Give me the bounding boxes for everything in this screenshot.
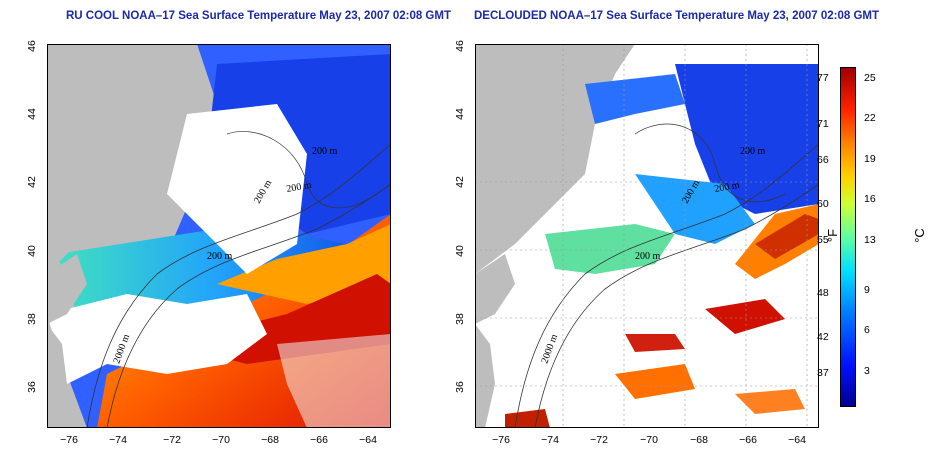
celsius-unit-label: °C — [911, 228, 927, 243]
isobath-contour — [534, 183, 819, 428]
lat-lon-grid — [475, 44, 819, 428]
right-sst-map: 200 m 200 m 200 m 2000 m 200 m — [475, 44, 819, 428]
isobath-contour — [86, 143, 391, 428]
warm-water — [755, 214, 819, 259]
warm-filament — [217, 224, 391, 304]
mid-cold-water — [635, 174, 755, 244]
contour-label: 200 m — [714, 180, 741, 195]
celsius-tick: 13 — [864, 234, 876, 246]
land-mass — [47, 254, 87, 324]
celsius-tick: 9 — [864, 284, 870, 296]
lon-tick: −72 — [590, 434, 608, 446]
north-cold-water — [585, 74, 685, 124]
celsius-tick: 25 — [864, 72, 876, 84]
lon-tick: −76 — [492, 434, 510, 446]
fahrenheit-tick: 77 — [817, 72, 829, 84]
lon-tick: −74 — [109, 434, 127, 446]
lat-tick: 38 — [454, 313, 466, 325]
isobath-contour — [106, 183, 391, 428]
lat-tick: 38 — [26, 313, 38, 325]
left-map-svg: 200 m 200 m 200 m 2000 m 200 m — [47, 44, 391, 428]
temperature-colorbar — [840, 67, 856, 407]
celsius-tick: 19 — [864, 153, 876, 165]
celsius-tick: 22 — [864, 112, 876, 124]
cloud-patch — [47, 294, 267, 384]
lon-tick: −70 — [212, 434, 230, 446]
isobath-contour — [634, 123, 786, 203]
warm-eddy — [705, 299, 785, 334]
left-sst-map: 200 m 200 m 200 m 2000 m 200 m — [47, 44, 391, 428]
right-map-svg: 200 m 200 m 200 m 2000 m 200 m — [475, 44, 819, 428]
lat-tick: 42 — [26, 176, 38, 188]
lon-tick: −64 — [359, 434, 377, 446]
isobath-contour — [226, 131, 378, 209]
celsius-tick: 16 — [864, 193, 876, 205]
warm-eddy — [735, 389, 805, 414]
north-cold-water — [675, 64, 819, 214]
celsius-tick: 6 — [864, 324, 870, 336]
left-panel-title: RU COOL NOAA–17 Sea Surface Temperature … — [66, 10, 451, 22]
celsius-tick: 3 — [864, 365, 870, 377]
lat-tick: 42 — [454, 176, 466, 188]
lat-tick: 40 — [26, 245, 38, 257]
slope-water — [545, 224, 675, 274]
lat-tick: 44 — [454, 108, 466, 120]
cloud-patch — [167, 104, 307, 274]
land-mass — [475, 324, 495, 428]
fahrenheit-tick: 37 — [817, 367, 829, 379]
warm-eddy — [505, 409, 550, 428]
contour-label: 200 m — [740, 146, 766, 157]
fahrenheit-unit-label: °F — [825, 228, 841, 243]
lon-tick: −76 — [60, 434, 78, 446]
fahrenheit-tick: 71 — [817, 118, 829, 130]
land-mass — [47, 324, 67, 428]
lon-tick: −70 — [640, 434, 658, 446]
lat-tick: 44 — [26, 108, 38, 120]
right-panel-title: DECLOUDED NOAA–17 Sea Surface Temperatur… — [474, 10, 879, 22]
contour-label: 200 m — [635, 251, 661, 262]
lon-tick: −68 — [690, 434, 708, 446]
contour-label: 200 m — [312, 146, 338, 157]
fahrenheit-tick: 60 — [817, 198, 829, 210]
lon-tick: −66 — [310, 434, 328, 446]
lat-tick: 46 — [454, 40, 466, 52]
land-mass — [47, 44, 197, 274]
warm-eddy — [625, 334, 685, 352]
land-mass — [475, 254, 515, 324]
lon-tick: −64 — [788, 434, 806, 446]
lat-tick: 36 — [26, 381, 38, 393]
lon-tick: −72 — [163, 434, 181, 446]
isobath-contour — [514, 143, 819, 428]
fahrenheit-tick: 55 — [817, 234, 829, 246]
cloud-patch — [277, 334, 391, 428]
fahrenheit-tick: 66 — [817, 154, 829, 166]
fahrenheit-tick: 42 — [817, 331, 829, 343]
lat-tick: 40 — [454, 245, 466, 257]
lon-tick: −66 — [739, 434, 757, 446]
fahrenheit-tick: 48 — [817, 287, 829, 299]
lon-tick: −68 — [261, 434, 279, 446]
warm-eddy — [615, 364, 695, 399]
contour-label: 200 m — [207, 251, 233, 262]
lat-tick: 46 — [26, 40, 38, 52]
lat-tick: 36 — [454, 381, 466, 393]
contour-label: 200 m — [286, 180, 313, 195]
lon-tick: −74 — [541, 434, 559, 446]
